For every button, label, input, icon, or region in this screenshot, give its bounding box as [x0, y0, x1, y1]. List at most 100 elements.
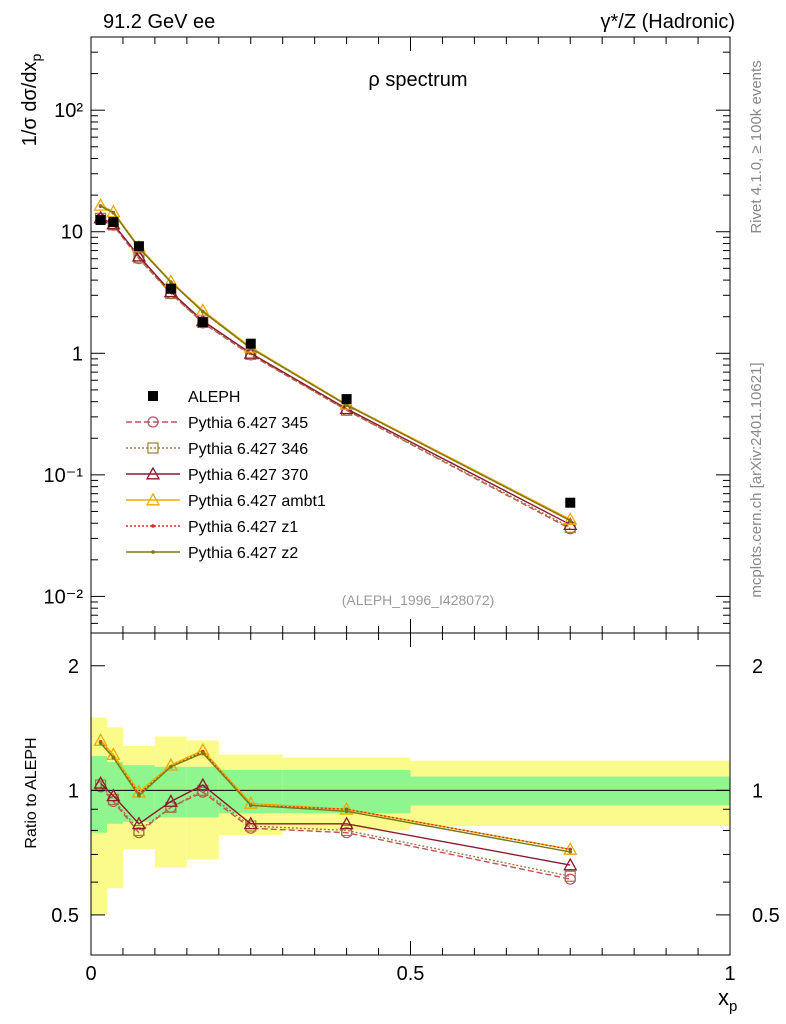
aleph-point — [133, 241, 144, 252]
main-panel: ρ spectrum (ALEPH_1996_I428072) 10⁻² 10⁻¹… — [44, 36, 731, 634]
analysis-tag: (ALEPH_1996_I428072) — [342, 592, 495, 608]
ratio-x-axis: 0 0.5 1 — [85, 633, 736, 985]
ratio-point — [93, 775, 108, 789]
ratio-point — [93, 733, 108, 746]
series-line — [100, 218, 571, 530]
svg-text:xp: xp — [718, 985, 737, 1015]
aleph-point — [108, 217, 119, 228]
legend-label: Pythia 6.427 z1 — [188, 519, 298, 536]
ratio-panel: 0.5 0.51 12 2 0 0.5 1 — [51, 632, 780, 985]
main-y-tick-label: 10⁻¹ — [44, 465, 84, 487]
legend-marker — [147, 442, 159, 454]
series-line — [100, 217, 571, 526]
ratio-point — [344, 809, 349, 814]
series-point — [98, 204, 103, 209]
legend-label: Pythia 6.427 345 — [188, 415, 308, 432]
ratio-point — [341, 824, 353, 837]
ratio-point — [243, 816, 258, 830]
main-y-tick-label: 1 — [72, 343, 83, 365]
main-x-axis — [90, 37, 731, 633]
ratio-point — [195, 742, 210, 756]
legend-label: ALEPH — [188, 389, 240, 406]
ratio-point — [339, 801, 354, 815]
main-y-axis-label: 1/σ dσ/dxp — [19, 54, 44, 147]
series-point — [195, 303, 210, 316]
x-axis-label: xp — [718, 985, 737, 1015]
ratio-y-tick-label-right: 1 — [752, 780, 763, 802]
legend-marker — [145, 466, 161, 480]
process-label: γ*/Z (Hadronic) — [601, 11, 735, 33]
legend-marker — [151, 524, 155, 528]
ratio-series-line — [100, 742, 571, 853]
series-point — [93, 197, 108, 211]
ratio-point — [133, 824, 145, 837]
ratio-y-tick-label: 2 — [68, 656, 79, 678]
main-y-tick-label: 10 — [61, 222, 83, 244]
ratio-series-line — [100, 784, 571, 877]
legend: ALEPH Pythia 6.427 345 Pythia 6.427 346 Pyt… — [126, 389, 326, 562]
legend-marker — [148, 391, 158, 401]
ratio-point — [169, 764, 173, 769]
ratio-point — [568, 847, 573, 852]
legend-marker — [147, 416, 159, 428]
legend-label: Pythia 6.427 z2 — [188, 545, 298, 562]
aleph-point — [165, 283, 176, 294]
ratio-point — [563, 857, 578, 871]
ratio-series-line — [100, 786, 571, 880]
inner-band — [91, 756, 107, 833]
main-frame — [90, 36, 731, 634]
main-y-tick-label: 10⁻² — [44, 586, 84, 608]
aleph-point — [341, 394, 352, 405]
ratio-y-axis: 0.5 0.5 1 1 2 2 — [51, 656, 780, 927]
mcplots-label: mcplots.cern.ch [arXiv:2401.10621] — [748, 362, 765, 597]
series-point — [131, 248, 147, 262]
ratio-point — [564, 870, 576, 882]
ratio-point — [248, 803, 253, 808]
aleph-point — [245, 338, 256, 349]
main-y-axis: 10⁻² 10⁻¹ 1 10 10² — [44, 36, 730, 634]
ratio-uncertainty-bands — [91, 717, 730, 915]
ratio-point — [564, 873, 576, 885]
x-tick-label: 0.5 — [397, 963, 425, 985]
ratio-point — [568, 850, 573, 854]
legend-label: Pythia 6.427 ambt1 — [188, 493, 326, 510]
chart-title: ρ spectrum — [368, 69, 467, 91]
ratio-point — [201, 751, 205, 755]
series-point — [201, 309, 205, 314]
rivet-label: Rivet 4.1.0, ≥ 100k events — [748, 60, 765, 233]
ratio-y-axis-label: Ratio to ALEPH — [23, 737, 40, 848]
x-tick-label: 1 — [724, 963, 735, 985]
series-point — [111, 211, 116, 215]
legend-label: Pythia 6.427 370 — [188, 467, 308, 484]
series-line — [100, 204, 571, 521]
ratio-point — [106, 788, 121, 802]
ratio-point — [131, 816, 147, 830]
ratio-series — [93, 733, 578, 885]
ratio-point — [137, 794, 141, 798]
ratio-y-tick-label: 0.5 — [51, 905, 79, 927]
main-series — [93, 197, 578, 535]
ratio-point — [163, 794, 178, 807]
ratio-point — [195, 777, 210, 791]
series-line — [100, 217, 571, 528]
ratio-point — [339, 816, 354, 830]
series-point — [344, 403, 349, 407]
ratio-point — [98, 741, 103, 745]
series-point — [339, 401, 354, 415]
x-tick-label: 0 — [85, 963, 96, 985]
ratio-point — [111, 755, 116, 760]
ratio-point — [163, 757, 178, 771]
energy-label: 91.2 GeV ee — [103, 11, 215, 33]
legend-marker — [151, 550, 155, 554]
main-y-tick-label: 10² — [54, 100, 83, 122]
ratio-y-tick-label-right: 0.5 — [752, 905, 780, 927]
ratio-y-tick-label: 1 — [68, 780, 79, 802]
aleph-point — [95, 214, 106, 225]
legend-marker — [145, 492, 161, 506]
inner-band — [410, 776, 730, 806]
series-point — [169, 280, 173, 284]
series-point — [568, 518, 573, 523]
aleph-point — [565, 497, 576, 508]
ratio-point — [563, 842, 578, 855]
svg-text:1/σ dσ/dxp: 1/σ dσ/dxp — [19, 54, 44, 147]
